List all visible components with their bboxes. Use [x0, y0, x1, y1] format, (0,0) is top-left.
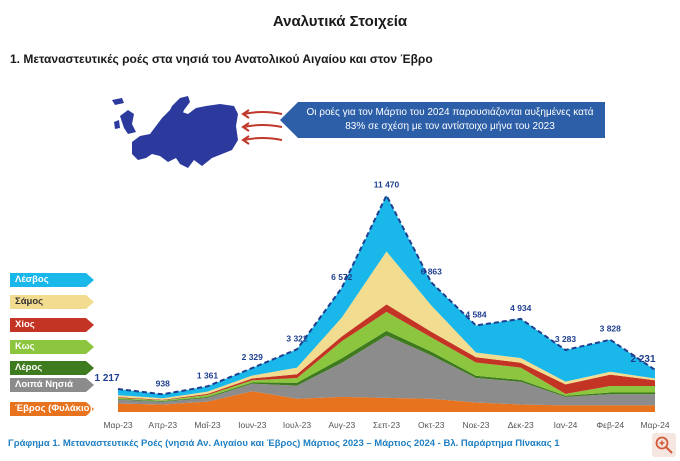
legend-swatch [10, 318, 94, 332]
total-data-label: 938 [156, 378, 170, 388]
arrow-left-icon [241, 109, 283, 119]
x-tick-label: Ιουλ-23 [283, 420, 312, 430]
x-tick-label: Μαΐ-23 [194, 420, 220, 430]
x-tick-label: Ιαν-24 [554, 420, 578, 430]
legend-item: Κως [10, 340, 94, 354]
x-tick-label: Μαρ-24 [640, 420, 669, 430]
total-data-label: 2 231 [630, 354, 655, 365]
zoom-icon[interactable] [652, 433, 676, 457]
section-heading: 1. Μεταναστευτικές ροές στα νησιά του Αν… [10, 52, 433, 66]
total-data-label: 3 322 [286, 333, 308, 343]
iceland-shape [112, 98, 124, 105]
area-series-2 [118, 330, 655, 402]
legend-label: Σάμος [15, 296, 44, 307]
total-data-label: 1 361 [197, 370, 219, 380]
legend-item: Χίος [10, 318, 94, 332]
x-tick-label: Νοε-23 [463, 420, 490, 430]
legend-swatch [10, 402, 94, 416]
legend-label: Κως [15, 341, 35, 352]
area-series-0 [118, 391, 655, 412]
x-tick-label: Οκτ-23 [418, 420, 445, 430]
legend-swatch [10, 378, 94, 392]
legend-swatch [10, 361, 94, 375]
scandinavia-shape [166, 96, 190, 124]
area-series-5 [118, 251, 655, 400]
legend-swatch [10, 340, 94, 354]
chart-caption: Γράφημα 1. Μεταναστευτικές Ροές (νησιά Α… [8, 438, 560, 449]
arrow-left-icon [241, 122, 283, 132]
callout-arrows [241, 109, 283, 145]
europe-mainland-shape [132, 100, 238, 168]
legend-item: Λοιπά Νησιά [10, 378, 94, 392]
x-tick-label: Μαρ-23 [103, 420, 132, 430]
x-tick-label: Σεπ-23 [373, 420, 400, 430]
legend-item: Λέσβος [10, 273, 94, 287]
x-tick-label: Ιουν-23 [238, 420, 267, 430]
ireland-shape [114, 120, 120, 129]
total-data-label: 3 828 [600, 324, 622, 334]
legend-swatch [10, 295, 94, 309]
europe-map-icon [112, 96, 238, 168]
legend-label: Λοιπά Νησιά [15, 379, 73, 390]
total-data-label: 4 934 [510, 303, 532, 313]
page-title: Αναλυτικά Στοιχεία [272, 13, 408, 30]
area-series-6 [118, 195, 655, 399]
x-tick-label: Αυγ-23 [328, 420, 355, 430]
legend-label: Λέσβος [15, 274, 49, 285]
x-tick-label: Φεβ-24 [596, 420, 624, 430]
area-series-3 [118, 311, 655, 402]
legend-item: Σάμος [10, 295, 94, 309]
total-data-label: 11 470 [374, 179, 400, 189]
total-data-label: 4 584 [465, 309, 487, 319]
legend-swatch [10, 273, 94, 287]
arrow-left-icon [241, 135, 283, 145]
total-data-label: 3 283 [555, 334, 577, 344]
total-data-label: 6 572 [331, 272, 353, 282]
legend-item: Έβρος (Φυλάκιο) [10, 402, 94, 416]
total-data-label: 1 217 [94, 373, 119, 384]
x-tick-label: Δεκ-23 [508, 420, 534, 430]
legend-label: Λέρος [15, 362, 43, 373]
total-data-label: 6 863 [421, 266, 443, 276]
callout-text: Οι ροές για τον Μάρτιο του 2024 παρουσιά… [306, 107, 594, 132]
legend-item: Λέρος [10, 361, 94, 375]
legend-label: Χίος [15, 319, 35, 330]
total-line [117, 193, 656, 396]
britain-shape [120, 110, 136, 134]
callout-box [280, 102, 605, 138]
x-tick-label: Απρ-23 [148, 420, 177, 430]
legend-label: Έβρος (Φυλάκιο) [15, 403, 93, 414]
area-series-1 [118, 335, 655, 406]
total-data-label: 2 329 [242, 352, 264, 362]
